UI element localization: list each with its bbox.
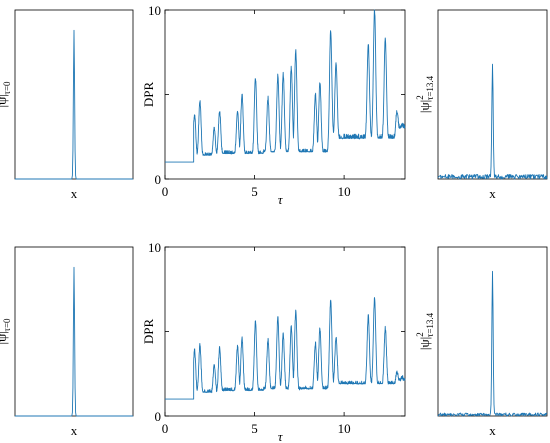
psi-series-line (437, 63, 548, 180)
x-axis-label: x (489, 423, 496, 438)
y-axis-label-main: |ψ| (0, 94, 9, 107)
dpr-series-line (165, 297, 406, 400)
top-left-axes-frame (14, 9, 134, 180)
y-axis-label-superscript: 2 (0, 327, 2, 332)
y-axis-label-main: |ψ| (417, 337, 432, 350)
y-tick-label: 0 (155, 409, 162, 424)
y-axis-label: DPR (141, 319, 156, 345)
y-axis-label: DPR (141, 82, 156, 108)
panel-top-right: x |ψ|2τ=13.4 (415, 9, 548, 201)
y-axis-label: |ψ|2τ=0 (0, 81, 12, 108)
y-tick-label: 10 (148, 3, 161, 18)
psi-series-line (15, 29, 133, 180)
y-axis-label: |ψ|2τ=0 (0, 318, 12, 345)
y-axis-label-subscript: τ=13.4 (425, 75, 435, 100)
x-axis-label: x (71, 186, 78, 201)
x-axis-label: x (489, 186, 496, 201)
x-axis-label: τ (278, 192, 284, 207)
x-tick-label: 0 (162, 421, 169, 436)
y-axis-label-main: |ψ| (0, 331, 9, 344)
x-axis-label: τ (278, 429, 284, 443)
y-axis-label-superscript: 2 (415, 95, 425, 100)
y-tick-label: 10 (148, 240, 161, 255)
y-axis-label: |ψ|2τ=13.4 (415, 312, 435, 350)
y-axis-label: |ψ|2τ=13.4 (415, 75, 435, 113)
bottom-left-axes-frame (14, 246, 134, 417)
top-middle-axes-frame (164, 9, 406, 180)
y-axis-label-subscript: τ=13.4 (425, 312, 435, 337)
psi-series-line (15, 266, 133, 417)
y-axis-label-main: |ψ| (417, 100, 432, 113)
bottom-right-axes-frame (437, 246, 548, 417)
panel-bottom-right: x |ψ|2τ=13.4 (415, 246, 548, 438)
psi-series-line (437, 270, 548, 417)
panel-top-middle: 0 5 10 0 10 τ DPR (141, 3, 406, 207)
x-tick-label: 10 (338, 184, 351, 199)
top-right-axes-frame (437, 9, 548, 180)
panel-bottom-middle: 0 5 10 0 10 τ DPR (141, 240, 406, 443)
x-axis-label: x (71, 423, 78, 438)
x-tick-label: 5 (251, 421, 258, 436)
y-axis-label-subscript: τ=0 (2, 81, 12, 95)
y-tick-label: 0 (155, 172, 162, 187)
panel-bottom-left: x |ψ|2τ=0 (0, 246, 134, 438)
x-tick-label: 10 (338, 421, 351, 436)
x-tick-label: 0 (162, 184, 169, 199)
dpr-series-line (165, 9, 406, 163)
panel-top-left: x |ψ|2τ=0 (0, 9, 134, 201)
y-axis-label-superscript: 2 (415, 332, 425, 337)
y-axis-label-subscript: τ=0 (2, 318, 12, 332)
y-axis-label-superscript: 2 (0, 90, 2, 95)
x-tick-label: 5 (251, 184, 258, 199)
